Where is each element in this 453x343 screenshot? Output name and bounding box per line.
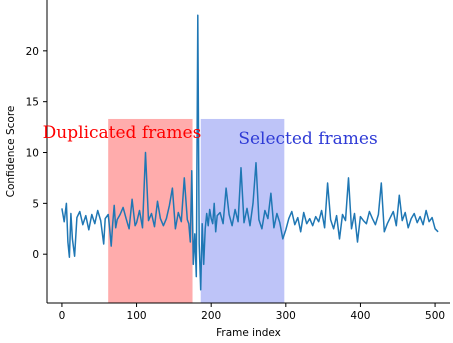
region-label-selected: Selected frames (238, 129, 377, 149)
x-tick-label: 500 (425, 310, 445, 322)
ticks: 0 100 200 300 400 500 0 5 10 15 20 (26, 46, 445, 322)
region-label-duplicated: Duplicated frames (43, 123, 202, 143)
series-layer (61, 14, 439, 291)
shaded-regions (108, 118, 285, 303)
y-tick-label: 10 (26, 148, 39, 160)
y-tick-label: 15 (26, 97, 39, 109)
x-tick-label: 100 (127, 310, 147, 322)
y-axis-label: Confidence Score (5, 106, 17, 198)
series-line-0 (61, 14, 439, 291)
x-axis-label: Frame index (216, 327, 281, 339)
y-tick-label: 20 (26, 46, 39, 58)
y-tick-label: 5 (32, 198, 39, 210)
x-tick-label: 300 (276, 310, 296, 322)
x-tick-label: 200 (201, 310, 221, 322)
x-tick-label: 0 (59, 310, 66, 322)
region-annotations: Duplicated frames Selected frames (43, 123, 378, 149)
x-tick-label: 400 (350, 310, 370, 322)
y-tick-label: 0 (32, 249, 39, 261)
